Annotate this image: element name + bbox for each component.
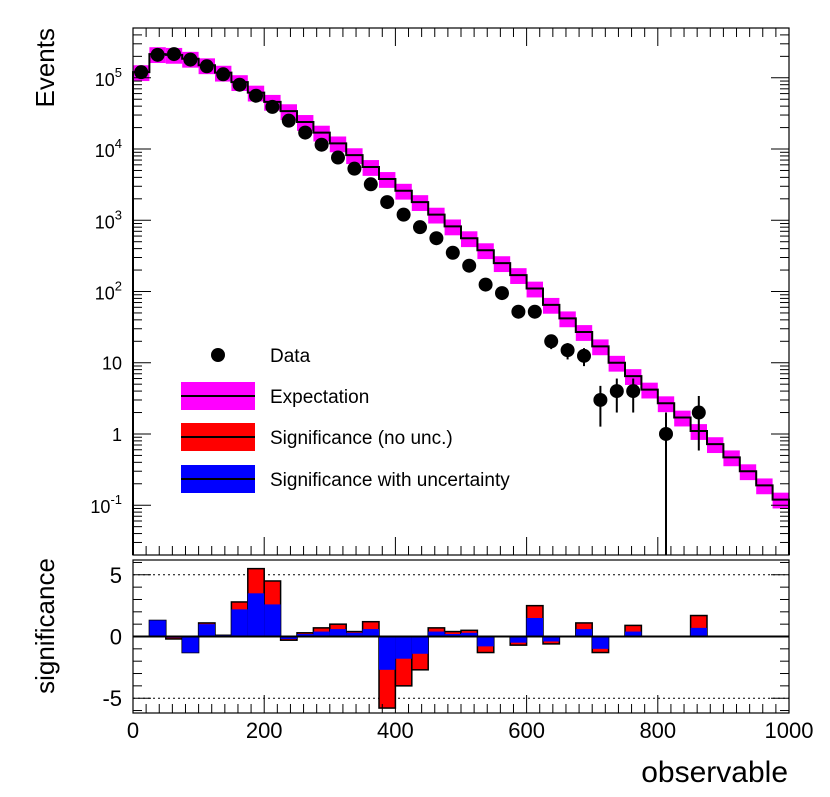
data-point <box>659 426 673 441</box>
data-point <box>347 161 362 176</box>
significance-with-unc-bar <box>625 631 642 637</box>
x-tick-label: 600 <box>508 718 545 743</box>
data-point <box>577 348 591 363</box>
data-point <box>232 77 247 92</box>
significance-with-unc-bar <box>510 636 527 643</box>
data-point <box>691 405 706 420</box>
x-axis-label-observable: observable <box>641 756 788 789</box>
legend-label: Data <box>270 346 311 367</box>
x-tick-label: 0 <box>127 718 139 743</box>
legend-label: Significance with uncertainty <box>270 470 510 491</box>
data-point <box>396 207 411 222</box>
data-point <box>478 277 493 292</box>
y-tick-label: 102 <box>95 279 122 304</box>
legend-label: Expectation <box>270 387 369 408</box>
significance-with-unc-bar <box>543 636 560 642</box>
data-point <box>495 286 509 301</box>
y-tick-label: 103 <box>95 207 122 232</box>
significance-with-unc-bar <box>690 627 707 637</box>
ratio-y-tick-label: -5 <box>102 686 122 711</box>
data-point <box>134 65 149 80</box>
data-point <box>331 150 345 165</box>
data-point <box>199 59 214 74</box>
significance-with-unc-bar <box>297 634 314 637</box>
y-tick-label: 1 <box>112 425 122 445</box>
significance-with-unc-bar <box>444 634 461 637</box>
significance-with-unc-bar <box>182 636 199 653</box>
significance-with-unc-bar <box>428 631 445 637</box>
significance-with-unc-bar <box>395 636 412 659</box>
data-point <box>216 67 231 82</box>
x-tick-label: 800 <box>639 718 676 743</box>
data-point <box>380 195 395 210</box>
legend-marker-data <box>211 348 225 362</box>
significance-with-unc-bar <box>198 624 215 637</box>
data-point <box>511 304 526 319</box>
data-point <box>429 231 444 246</box>
ratio-y-tick-label: 0 <box>110 625 122 650</box>
y-axis-label-events: Events <box>30 28 60 108</box>
data-point <box>167 47 181 62</box>
data-point <box>544 334 559 349</box>
significance-with-unc-bar <box>411 636 429 654</box>
significance-with-unc-bar <box>575 629 593 637</box>
y-axis-label-significance: significance <box>30 558 60 694</box>
significance-with-unc-bar <box>477 636 494 647</box>
x-tick-label: 400 <box>377 718 414 743</box>
significance-with-unc-bar <box>247 593 265 637</box>
data-point <box>183 52 198 67</box>
x-tick-label: 200 <box>246 718 283 743</box>
data-point <box>281 113 296 128</box>
data-point <box>527 304 542 319</box>
significance-with-unc-bar <box>526 617 543 637</box>
y-tick-label: 10 <box>102 354 122 374</box>
data-point <box>249 88 263 103</box>
significance-with-unc-bar <box>592 636 609 649</box>
significance-with-unc-bar <box>264 604 281 637</box>
significance-with-unc-bar <box>379 636 396 670</box>
data-point <box>298 125 313 140</box>
data-point <box>462 258 477 273</box>
data-point <box>363 177 378 192</box>
data-point <box>314 137 329 152</box>
main-panel: 10-1 1 10 102 103 104 105 <box>90 27 790 556</box>
data-point <box>626 384 641 399</box>
significance-with-unc-bar <box>313 631 330 637</box>
data-point <box>445 245 460 260</box>
data-point <box>265 99 280 114</box>
data-point <box>593 392 608 407</box>
y-tick-label: 10-1 <box>90 492 122 517</box>
significance-with-unc-bar <box>461 632 478 637</box>
data-point <box>560 343 575 358</box>
legend: Data Expectation Significance (no unc.) Sig… <box>181 346 510 493</box>
data-point <box>150 47 165 62</box>
data-point <box>609 384 624 399</box>
data-point <box>413 220 427 235</box>
significance-with-unc-bar <box>329 629 347 637</box>
significance-with-unc-bar <box>149 620 166 637</box>
ratio-y-tick-label: 5 <box>110 563 122 588</box>
x-tick-label: 1000 <box>765 718 814 743</box>
y-tick-label: 105 <box>95 65 122 90</box>
legend-label: Significance (no unc.) <box>270 428 453 449</box>
significance-with-unc-bar <box>362 629 379 637</box>
significance-with-unc-bar <box>231 609 248 637</box>
significance-with-unc-bar <box>280 636 297 639</box>
y-tick-label: 104 <box>95 136 122 161</box>
significance-with-unc-bar <box>346 632 363 637</box>
